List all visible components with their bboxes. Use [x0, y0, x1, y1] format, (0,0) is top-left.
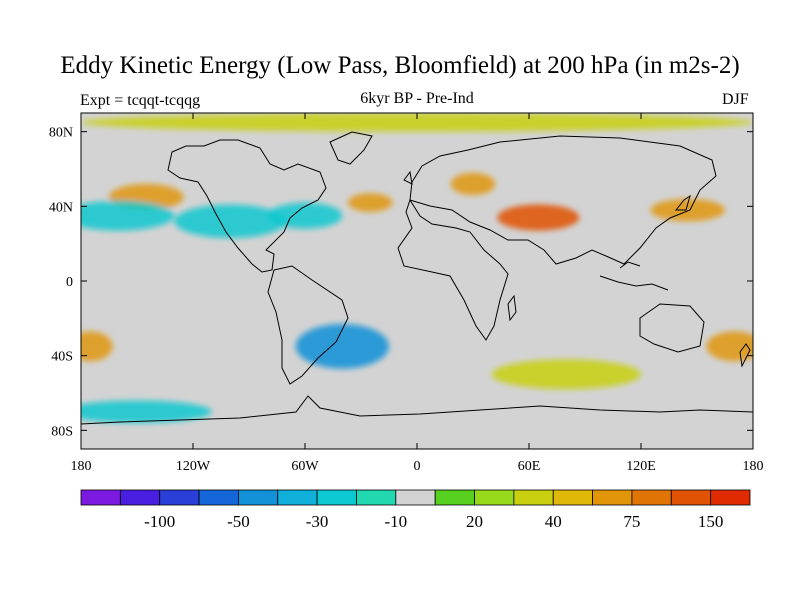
field-anomaly-12	[706, 331, 753, 362]
colorbar-swatch	[316, 489, 357, 506]
lat-label: 40N	[49, 200, 73, 215]
colorbar-swatch	[434, 489, 475, 506]
colorbar-swatch	[474, 489, 515, 506]
lat-label: 0	[66, 275, 73, 290]
colorbar-swatch	[395, 489, 436, 506]
colorbar-swatch	[198, 489, 239, 506]
field-anomaly-14	[81, 113, 753, 132]
colorbar-swatch	[277, 489, 318, 506]
field-anomaly-2	[450, 172, 496, 196]
field-anomaly-9	[137, 318, 287, 356]
lon-label: 60E	[518, 459, 541, 474]
lon-label: 180	[71, 459, 92, 474]
coast-north-america	[167, 139, 327, 273]
colorbar-label: -100	[144, 512, 175, 531]
colorbar-swatch	[80, 489, 121, 506]
colorbar-swatch	[592, 489, 633, 506]
colorbar-label: 40	[545, 512, 562, 531]
coast-antarctica	[81, 395, 753, 425]
coast-uk	[403, 170, 413, 185]
colorbar-swatch	[552, 489, 593, 506]
coast-europe-africa	[397, 198, 509, 341]
lat-label: 80N	[49, 126, 73, 141]
colorbar-label: -30	[306, 512, 329, 531]
field-anomaly-13	[491, 359, 641, 390]
coast-indonesia	[599, 261, 669, 291]
coast-greenland	[329, 131, 373, 165]
plot-title: Eddy Kinetic Energy (Low Pass, Bloomfiel…	[60, 52, 740, 79]
colorbar-swatch	[356, 489, 397, 506]
colorbar-swatch	[631, 489, 672, 506]
colorbar-swatch	[513, 489, 554, 506]
field-layer	[81, 113, 753, 423]
lon-label: 120W	[176, 459, 211, 474]
field-anomaly-10	[81, 400, 212, 423]
lon-label: 0	[414, 459, 421, 474]
colorbar: -100 -50 -30 -10 20 40 75 150	[80, 489, 751, 531]
colorbar-label: 75	[623, 512, 640, 531]
colorbar-label: -10	[384, 512, 407, 531]
experiment-label: Expt = tcqqt-tcqqg	[80, 92, 201, 109]
coast-madagascar	[507, 294, 517, 322]
lat-label: 40S	[51, 350, 73, 365]
coastlines	[81, 131, 753, 425]
lat-label: 80S	[51, 424, 73, 439]
colorbar-swatch	[670, 489, 712, 506]
subtitle: 6kyr BP - Pre-Ind	[360, 90, 474, 107]
colorbar-label: 20	[466, 512, 483, 531]
field-anomaly-6	[174, 204, 287, 239]
colorbar-label: 150	[698, 512, 724, 531]
coast-australia	[639, 303, 705, 353]
map-background	[81, 113, 753, 449]
field-anomaly-8	[295, 323, 389, 369]
field-anomaly-11	[81, 331, 113, 362]
lon-label: 180	[743, 459, 764, 474]
field-anomaly-4	[650, 198, 725, 222]
coast-eurasia	[409, 135, 717, 265]
lon-label: 120E	[626, 459, 656, 474]
season-label: DJF	[722, 91, 749, 108]
field-anomaly-7	[267, 202, 343, 229]
coast-south-america	[267, 265, 349, 385]
coast-japan	[674, 194, 691, 211]
colorbar-label: -50	[227, 512, 250, 531]
colorbar-swatch	[159, 489, 200, 506]
lon-label: 60W	[291, 459, 319, 474]
field-anomaly-3	[497, 204, 580, 231]
coast-new-zealand	[739, 343, 751, 368]
latitude-axis: 80N 40N 0 40S 80S	[49, 126, 753, 439]
colorbar-swatch	[238, 489, 279, 506]
field-anomaly-1	[347, 193, 393, 212]
longitude-axis: 180 120W 60W 0 60E 120E 180	[71, 113, 764, 474]
field-anomaly-5	[81, 200, 175, 231]
colorbar-swatch	[119, 489, 161, 506]
colorbar-swatch	[710, 489, 751, 506]
